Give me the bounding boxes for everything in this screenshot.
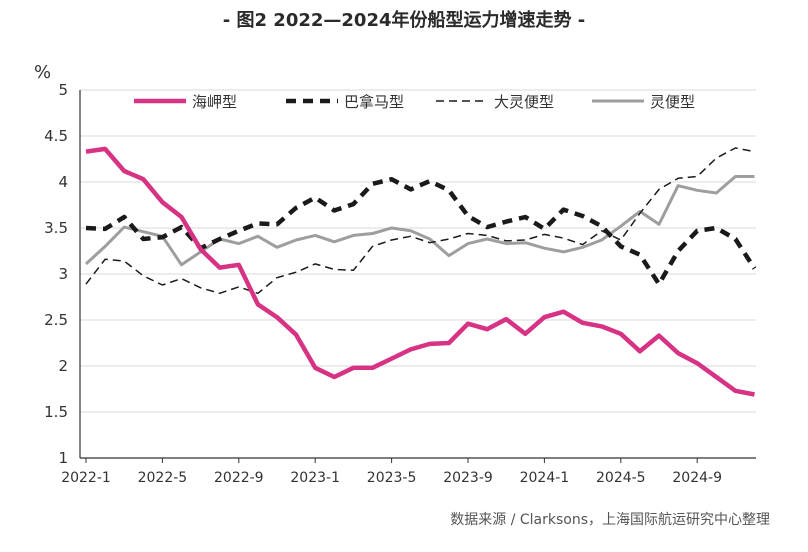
legend: 海岬型 巴拿马型 大灵便型 灵便型 <box>134 93 695 111</box>
x-tick-label: 2022-1 <box>61 470 111 486</box>
series-line-3 <box>85 147 755 295</box>
gridlines <box>80 89 756 413</box>
y-tick-label: 4 <box>58 173 68 191</box>
legend-label: 海岬型 <box>192 93 237 111</box>
series-line-1 <box>85 146 755 397</box>
series-line-2 <box>85 176 757 287</box>
y-tick-label: 1 <box>58 449 68 467</box>
series-line-4 <box>84 175 755 267</box>
y-tick-label: 2 <box>58 357 68 375</box>
y-tick-label: 3.5 <box>44 219 68 237</box>
y-axis-unit: % <box>34 62 51 83</box>
y-tick-label: 3 <box>58 265 68 283</box>
legend-label: 巴拿马型 <box>344 93 404 111</box>
y-tick-label: 4.5 <box>44 127 68 145</box>
x-tick-label: 2023-9 <box>443 470 493 486</box>
x-tick-label: 2024-1 <box>520 470 570 486</box>
x-tick-label: 2024-9 <box>672 470 722 486</box>
y-tick-label: 5 <box>58 81 68 99</box>
x-tick-label: 2023-1 <box>290 470 340 486</box>
x-tick-label: 2022-5 <box>138 470 188 486</box>
legend-label: 大灵便型 <box>494 93 554 111</box>
y-tick-label: 1.5 <box>44 403 68 421</box>
source-note: 数据来源 / Clarksons，上海国际航运研究中心整理 <box>450 512 770 528</box>
x-tick-label: 2022-9 <box>214 470 264 486</box>
series-lines <box>84 146 757 397</box>
y-tick-label: 2.5 <box>44 311 68 329</box>
x-tick-label: 2023-5 <box>367 470 417 486</box>
chart-title: - 图2 2022—2024年份船型运力增速走势 - <box>222 10 586 31</box>
axes: 1 1.5 2 2.5 3 3.5 4 4.5 5% 2022-1 2022-5 2022-9 2023… <box>34 62 756 486</box>
legend-label: 灵便型 <box>650 93 695 111</box>
x-tick-label: 2024-5 <box>596 470 646 486</box>
